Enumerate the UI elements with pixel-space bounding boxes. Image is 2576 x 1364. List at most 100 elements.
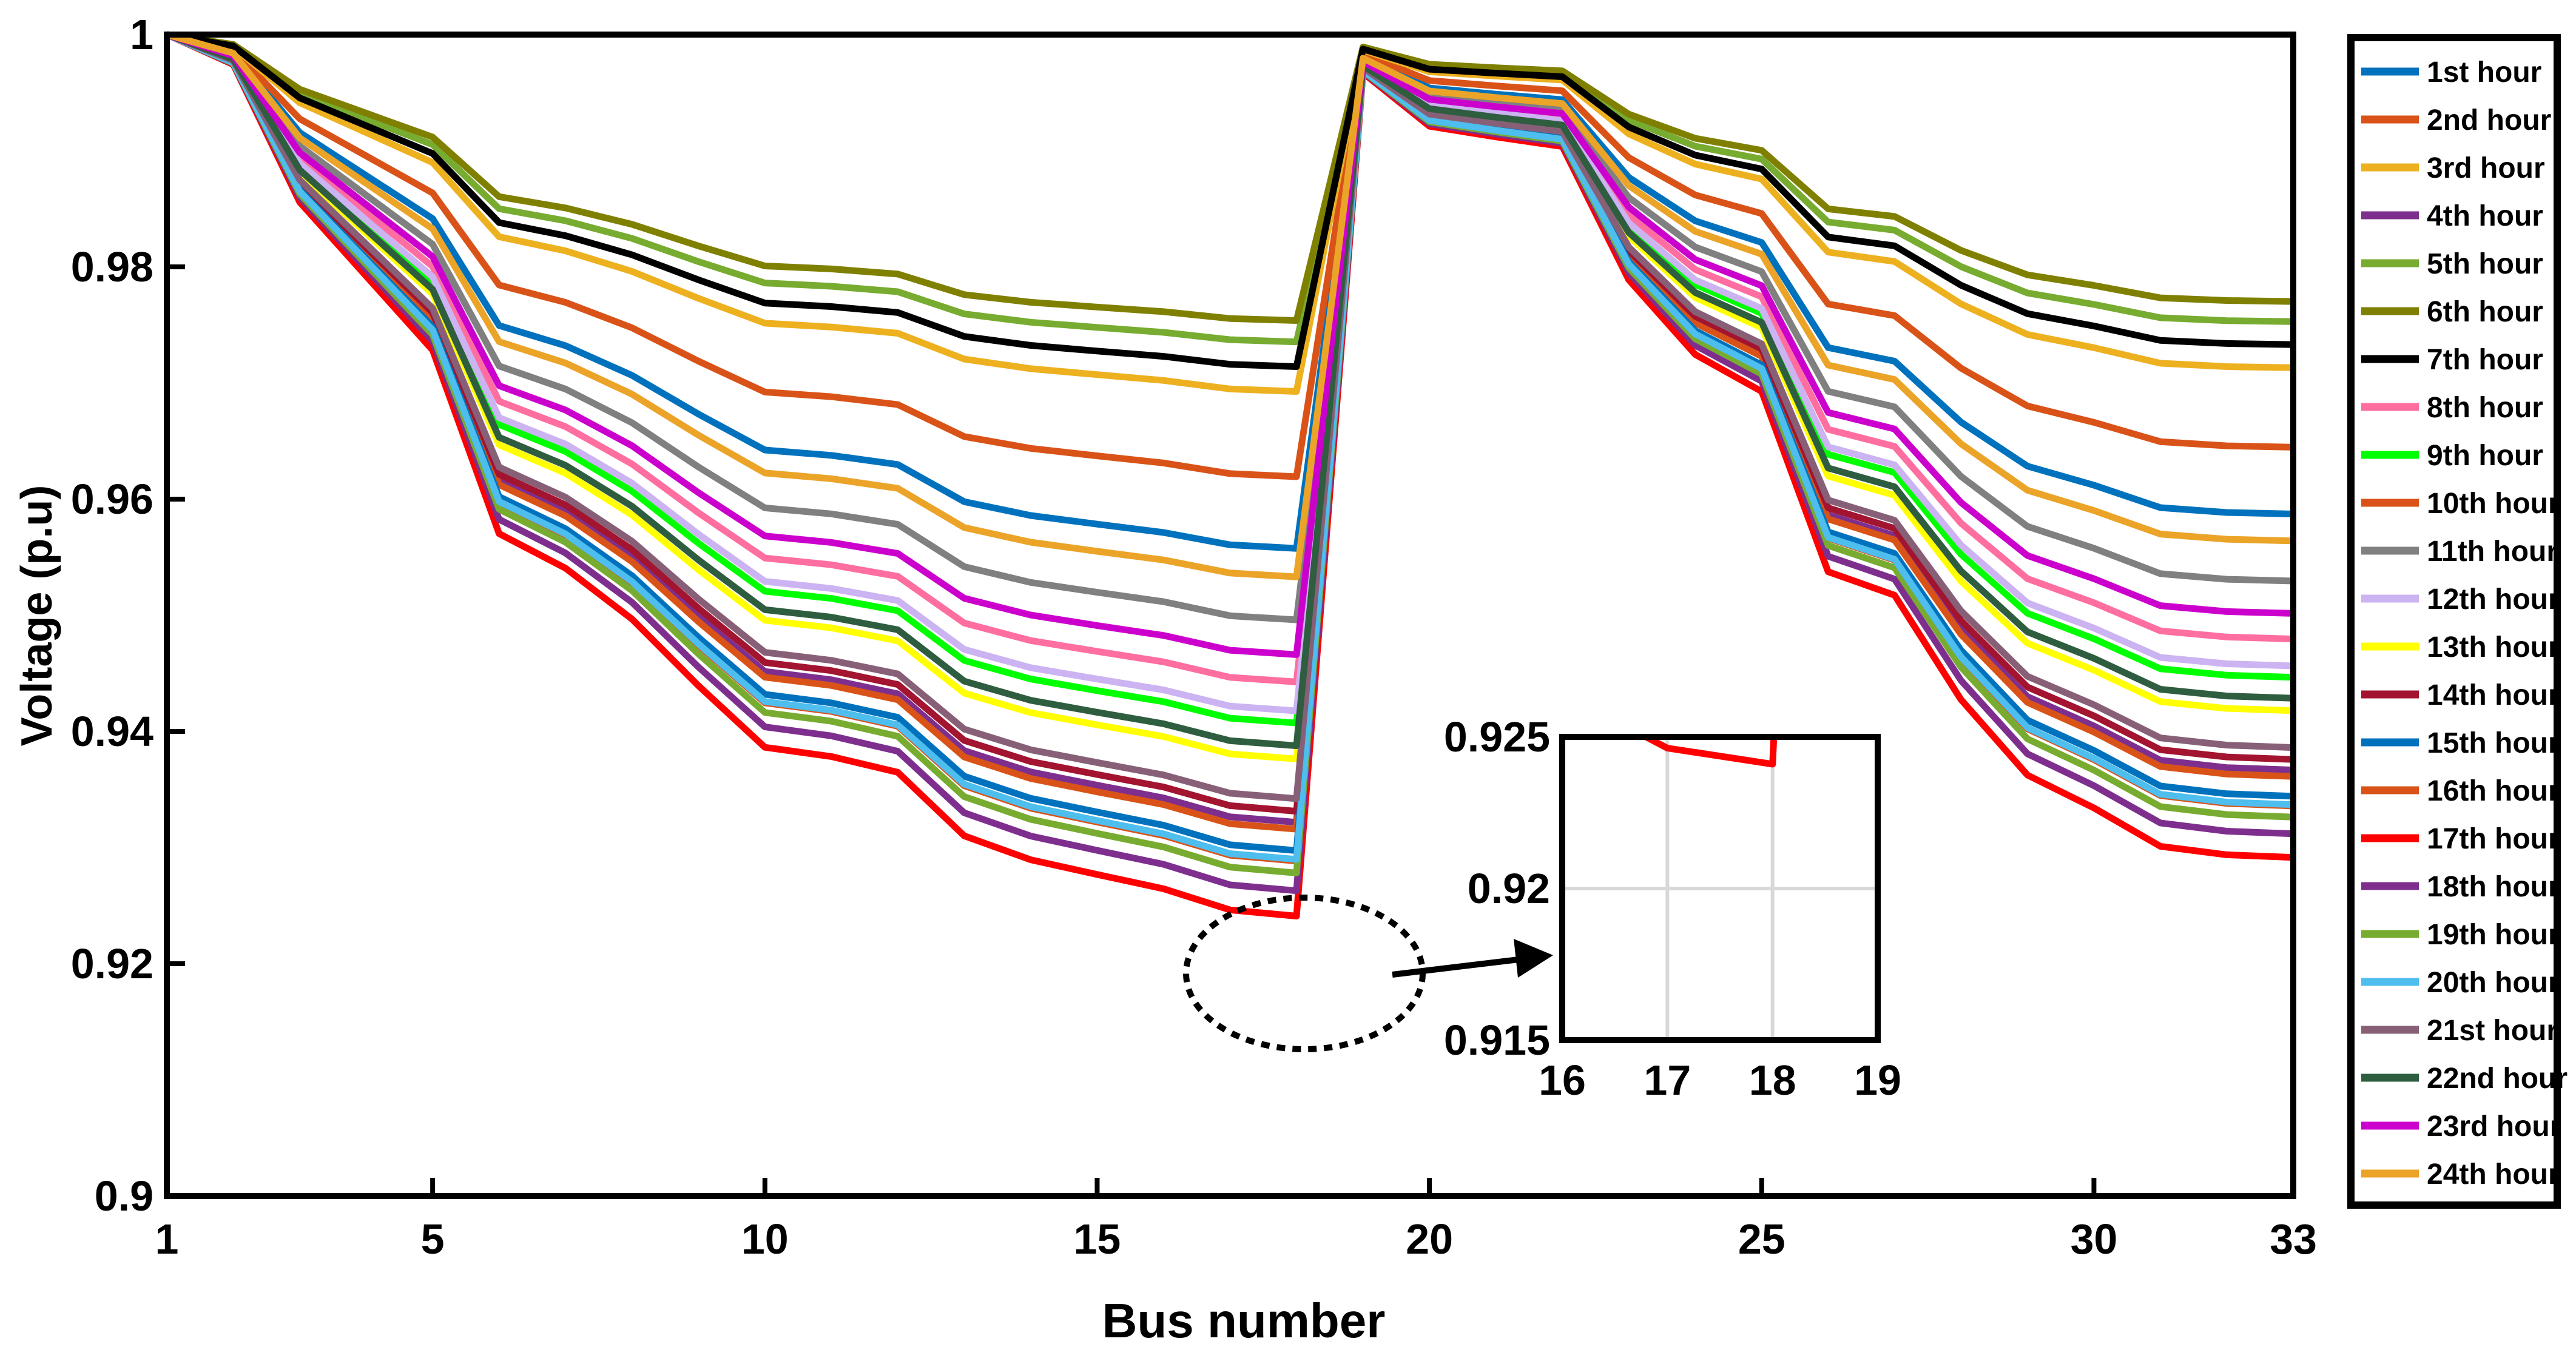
legend-item: 19th hour [2361,919,2560,951]
legend-label: 14th hour [2427,679,2560,711]
main-plot: 1 5 10 15 20 25 30 33 0.90.920.940.960.981 [71,11,2317,1263]
legend-label: 12th hour [2427,583,2560,616]
legend-label: 15th hour [2427,727,2560,759]
inset-plot: 16 17 18 19 0.915 0.92 0.925 [1444,713,1901,1104]
x-tick-label: 5 [421,1215,445,1263]
main-y-ticks: 0.9 0.92 0.94 0.96 0.98 1 [71,11,185,1220]
x-axis-label: Bus number [1102,1294,1386,1348]
legend-label: 19th hour [2427,919,2560,951]
legend-item: 5th hour [2361,248,2543,280]
legend-label: 20th hour [2427,967,2560,999]
series-line-11 [166,31,2294,623]
legend-item: 15th hour [2361,727,2560,759]
legend-label: 9th hour [2427,440,2543,472]
inset-x-tick-label: 17 [1644,1057,1691,1104]
legend-item: 13th hour [2361,631,2560,664]
legend-item: 14th hour [2361,679,2560,711]
legend-item: 7th hour [2361,344,2543,376]
legend: 1st hour 2nd hour 3rd hour 4th hour 5th hour… [2347,34,2568,1209]
series-line-9 [166,31,2294,727]
series-line-19 [165,31,2294,876]
legend-frame [2347,34,2561,1209]
legend-item: 2nd hour [2361,104,2551,136]
inset-x-tick-label: 18 [1749,1057,1796,1104]
series-line-5 [166,31,2294,346]
legend-label: 11th hour [2427,536,2558,568]
legend-item: 10th hour [2361,488,2560,520]
legend-label: 2nd hour [2427,104,2551,136]
series-line-17 [165,31,2294,919]
y-tick-label: 0.94 [71,708,153,755]
zoom-arrow-head [1514,939,1553,978]
legend-label: 5th hour [2427,248,2543,280]
legend-item: 8th hour [2361,392,2543,424]
legend-item: 18th hour [2361,871,2560,903]
inset-y-tick-label: 0.92 [1468,865,1550,912]
series-line-18 [165,31,2294,895]
x-tick-label: 10 [741,1215,789,1263]
main-x-ticks: 1 5 10 15 20 25 30 33 [155,1178,2317,1263]
legend-label: 23rd hour [2427,1110,2561,1143]
x-tick-label: 20 [1406,1215,1453,1263]
series-line-1 [166,31,2294,552]
legend-item: 3rd hour [2361,152,2545,184]
legend-label: 24th hour [2427,1158,2560,1191]
series-line-21 [165,31,2294,802]
legend-label: 13th hour [2427,631,2560,664]
x-tick-label: 25 [1738,1215,1785,1263]
legend-label: 3rd hour [2427,152,2545,184]
series-line-12 [166,31,2294,714]
inset-frame [1559,734,1881,1043]
legend-label: 6th hour [2427,296,2543,328]
legend-label: 22nd hour [2427,1063,2568,1095]
y-tick-label: 0.9 [95,1172,153,1220]
inset-series-line-17 [1639,737,1778,768]
series-line-7 [166,31,2294,370]
legend-item: 11th hour [2361,536,2558,568]
series-line-20 [165,31,2294,863]
inset-y-ticks: 0.915 0.92 0.925 [1444,713,1550,1064]
y-tick-label: 0.96 [71,475,153,523]
legend-item: 12th hour [2361,583,2560,616]
series-line-23 [166,31,2294,658]
series-line-8 [166,31,2294,685]
legend-label: 10th hour [2427,488,2560,520]
series-line-10 [165,31,2294,833]
legend-item: 4th hour [2361,200,2543,232]
legend-item: 23rd hour [2361,1110,2561,1143]
series-line-3 [166,31,2294,395]
y-tick-label: 1 [130,11,153,58]
y-tick-label: 0.92 [71,940,153,987]
legend-item: 22nd hour [2361,1063,2568,1095]
legend-item: 20th hour [2361,967,2560,999]
series-line-24 [166,31,2294,580]
y-axis-label: Voltage (p.u) [13,485,61,747]
series-line-14 [165,31,2294,815]
main-series-group [165,31,2294,919]
legend-item: 17th hour [2361,823,2560,855]
legend-label: 1st hour [2427,56,2541,89]
series-line-13 [166,31,2294,762]
legend-label: 21st hour [2427,1015,2558,1047]
legend-label: 18th hour [2427,871,2560,903]
legend-item: 1st hour [2361,56,2541,89]
inset-x-ticks: 16 17 18 19 [1539,1057,1901,1104]
series-line-22 [166,31,2294,750]
legend-label: 16th hour [2427,775,2560,807]
series-line-2 [166,31,2294,480]
legend-label: 4th hour [2427,200,2543,232]
legend-label: 7th hour [2427,344,2543,376]
zoom-arrow-line [1392,955,1529,978]
main-plot-frame [164,32,2296,1199]
legend-item: 16th hour [2361,775,2560,807]
legend-item: 24th hour [2361,1158,2560,1191]
series-line-15 [165,31,2294,854]
legend-item: 21st hour [2361,1015,2558,1047]
inset-y-tick-label: 0.925 [1444,713,1550,761]
inset-x-tick-label: 16 [1539,1057,1586,1104]
inset-series-group [1639,737,1778,768]
inset-y-tick-label: 0.915 [1444,1016,1550,1064]
legend-label: 17th hour [2427,823,2560,855]
x-tick-label: 1 [155,1215,179,1263]
